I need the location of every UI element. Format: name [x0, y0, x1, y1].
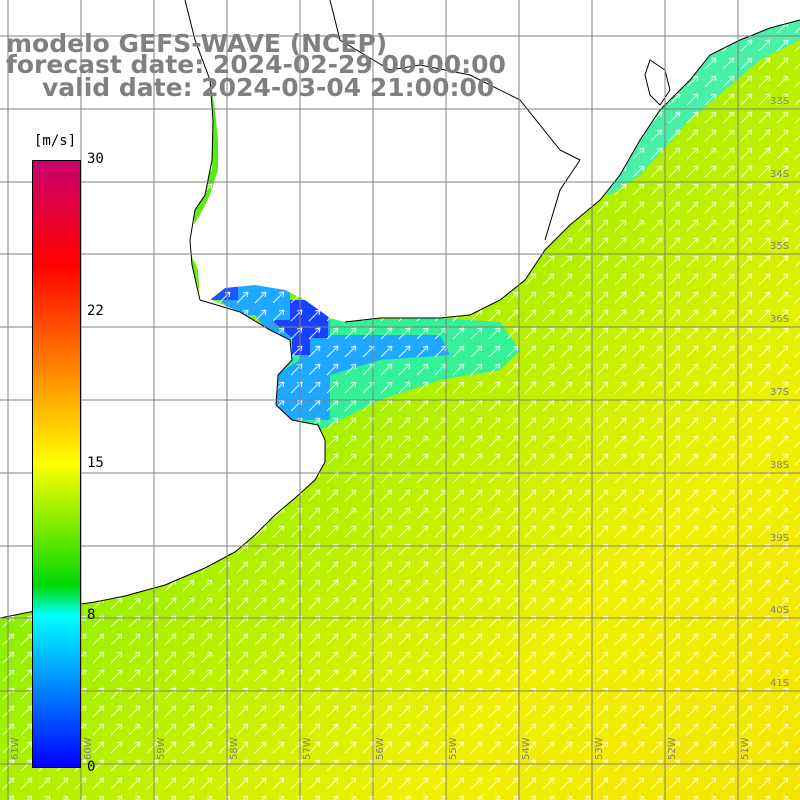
lon-label: 58W: [229, 737, 240, 760]
lat-label: 35S: [770, 241, 789, 252]
legend-tick: 30: [87, 151, 104, 167]
border-line: [184, 0, 214, 301]
lon-label: 51W: [740, 737, 751, 760]
legend-tick: 0: [87, 759, 96, 775]
lat-label: 37S: [770, 387, 789, 398]
lon-label: 61W: [10, 737, 21, 760]
color-legend-bar: [32, 160, 81, 768]
lon-label: 60W: [83, 737, 94, 760]
lat-label: 34S: [770, 169, 789, 180]
lat-label: 40S: [770, 605, 789, 616]
coastline-2: [0, 299, 326, 619]
legend-tick: 8: [87, 607, 96, 623]
title-model: modelo GEFS-WAVE (NCEP): [6, 29, 388, 58]
border-line-2: [329, 0, 581, 241]
lon-label: 55W: [448, 737, 459, 760]
legend-tick: 15: [87, 455, 104, 471]
legend-unit: [m/s]: [34, 133, 77, 149]
lon-label: 52W: [667, 737, 678, 760]
lat-label: 38S: [770, 460, 789, 471]
lon-label: 54W: [521, 737, 532, 760]
lat-label: 33S: [770, 96, 789, 107]
coastline: [344, 19, 800, 323]
lon-label: 56W: [375, 737, 386, 760]
title-forecast-date: forecast date: 2024-02-29 00:00:00: [6, 50, 506, 79]
lat-label: 41S: [770, 678, 789, 689]
land-uruguay: [0, 0, 800, 322]
lat-label: 36S: [770, 314, 789, 325]
legend-tick: 22: [87, 303, 104, 319]
lon-label: 53W: [594, 737, 605, 760]
lat-label: 39S: [770, 533, 789, 544]
lon-label: 57W: [302, 737, 313, 760]
title-valid-date: valid date: 2024-03-04 21:00:00: [42, 73, 495, 102]
lon-label: 59W: [156, 737, 167, 760]
